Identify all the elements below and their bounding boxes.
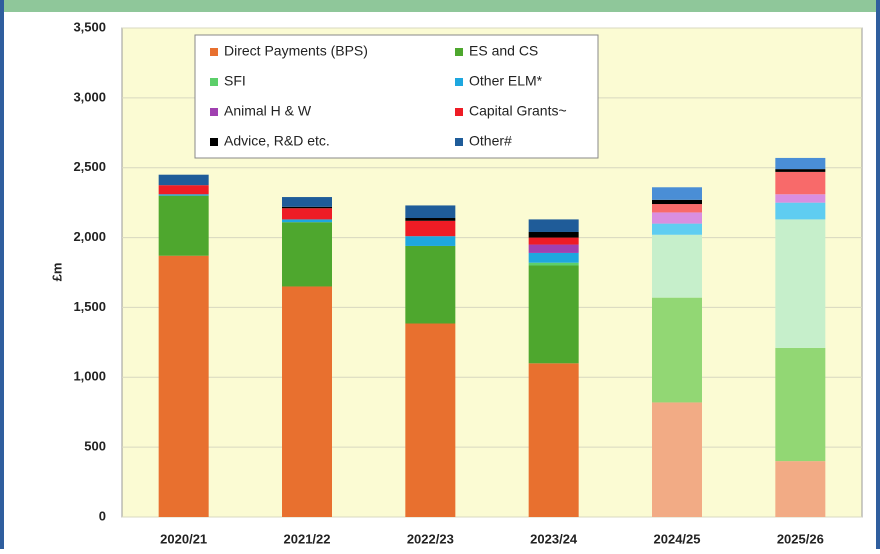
bar-segment [282, 208, 332, 220]
bar-segment [652, 199, 702, 205]
legend-swatch [210, 138, 218, 146]
bar-segment [652, 223, 702, 235]
bar-segment [652, 187, 702, 200]
bar-segment [528, 219, 579, 232]
x-tick-label: 2021/22 [284, 531, 331, 546]
y-tick-label: 3,500 [73, 19, 106, 34]
bar-segment [405, 220, 456, 237]
header-strip [0, 0, 880, 12]
bar-segment [775, 347, 826, 462]
legend: Direct Payments (BPS) ES and CS SFI Other E… [194, 34, 599, 159]
bar-segment [775, 219, 826, 348]
bar-segment [528, 231, 579, 238]
legend-label: Other# [469, 133, 512, 149]
bar-segment [775, 202, 826, 220]
legend-swatch [210, 78, 218, 86]
y-tick-label: 1,000 [73, 369, 106, 384]
legend-label: Direct Payments (BPS) [224, 43, 368, 59]
x-tick-label: 2024/25 [654, 531, 701, 546]
bar-segment [405, 245, 456, 324]
bar-segment [405, 323, 456, 517]
bar-segment [282, 206, 332, 209]
bar-segment [282, 222, 332, 287]
bar-segment [158, 195, 209, 256]
right-border [876, 0, 880, 549]
bar-segment [405, 218, 456, 221]
bar-segment [775, 171, 826, 195]
bar-segment [158, 174, 209, 186]
legend-swatch [455, 138, 463, 146]
y-tick-label: 2,000 [73, 229, 106, 244]
legend-swatch [210, 108, 218, 116]
x-tick-label: 2025/26 [777, 531, 824, 546]
y-tick-label: 2,500 [73, 159, 106, 174]
y-tick-label: 1,500 [73, 299, 106, 314]
bar-segment [652, 212, 702, 224]
legend-swatch [210, 48, 218, 56]
x-tick-label: 2020/21 [160, 531, 207, 546]
bar-segment [775, 194, 826, 203]
bar-segment [775, 461, 826, 517]
y-tick-label: 3,000 [73, 89, 106, 104]
left-border [0, 0, 4, 549]
legend-swatch [455, 48, 463, 56]
legend-box [194, 34, 599, 159]
legend-label: Capital Grants~ [469, 103, 567, 119]
bar-segment [405, 236, 456, 246]
bar-segment [652, 204, 702, 213]
y-tick-label: 500 [84, 439, 106, 454]
bar-segment [282, 197, 332, 207]
x-tick-label: 2022/23 [407, 531, 454, 546]
bar-segment [158, 185, 209, 195]
legend-swatch [455, 108, 463, 116]
bar-segment [158, 255, 209, 517]
bar-segment [528, 244, 579, 253]
bar-segment [775, 169, 826, 172]
legend-swatch [455, 78, 463, 86]
bar-segment [528, 237, 579, 245]
legend-label: Other ELM* [469, 73, 543, 89]
bar-segment [528, 252, 579, 263]
bar-segment [775, 157, 826, 170]
legend-label: SFI [224, 73, 246, 89]
y-tick-label: 0 [99, 508, 106, 523]
bar-segment [528, 363, 579, 517]
bar-segment [528, 262, 579, 266]
bar-segment [652, 297, 702, 403]
bar-segment [282, 286, 332, 517]
legend-label: ES and CS [469, 43, 538, 59]
bar-segment [282, 219, 332, 223]
legend-label: Animal H & W [224, 103, 312, 119]
bar-segment [405, 205, 456, 219]
bar-segment [528, 265, 579, 364]
bar-segment [652, 402, 702, 517]
y-axis-label: £m [49, 263, 64, 282]
legend-label: Advice, R&D etc. [224, 133, 330, 149]
bar-segment [652, 234, 702, 298]
x-tick-label: 2023/24 [530, 531, 578, 546]
bar-segment [158, 194, 209, 196]
